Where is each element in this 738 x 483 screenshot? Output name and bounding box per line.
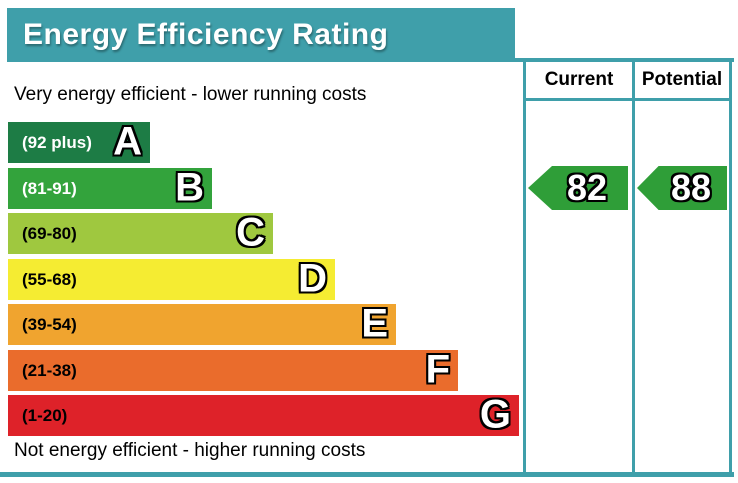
current-rating-value: 82 [566,167,608,208]
table-bottom-border [0,472,734,477]
band-range-label: (21-38) [22,360,77,380]
band-letter: C [236,209,265,254]
chart-title-banner: Energy Efficiency Rating [7,8,515,62]
band-range-label: (92 plus) [22,132,92,152]
band-range-label: (55-68) [22,269,77,289]
band-letter: F [425,346,450,391]
band-letter: E [361,300,388,345]
band-letter: B [175,164,204,209]
column-border-right [729,58,732,477]
rating-band-F: (21-38) F [8,346,458,391]
band-letter: D [298,255,327,300]
header-separator [523,98,732,101]
caption-not-efficient: Not energy efficient - higher running co… [14,440,366,461]
current-column-header: Current [544,69,614,90]
band-range-label: (69-80) [22,223,77,243]
rating-band-E: (39-54) E [8,300,396,345]
band-letter: G [479,391,511,436]
band-letter: A [113,118,142,163]
band-range-label: (81-91) [22,178,77,198]
band-range-label: (39-54) [22,314,77,334]
rating-band-D: (55-68) D [8,255,335,300]
potential-rating-arrow: 88 [637,166,727,210]
potential-rating-value: 88 [670,167,712,208]
rating-band-A: (92 plus) A [8,118,150,163]
chart-title: Energy Efficiency Rating [23,18,389,51]
rating-band-B: (81-91) B [8,164,212,209]
rating-band-G: (1-20) G [8,391,519,436]
caption-very-efficient: Very energy efficient - lower running co… [14,84,367,105]
band-range-label: (1-20) [22,405,68,425]
current-rating-arrow: 82 [528,166,628,210]
potential-column-header: Potential [641,69,723,90]
column-border-left [523,58,526,477]
column-border-middle [632,58,635,477]
rating-band-C: (69-80) C [8,209,273,254]
table-top-border [515,58,734,62]
